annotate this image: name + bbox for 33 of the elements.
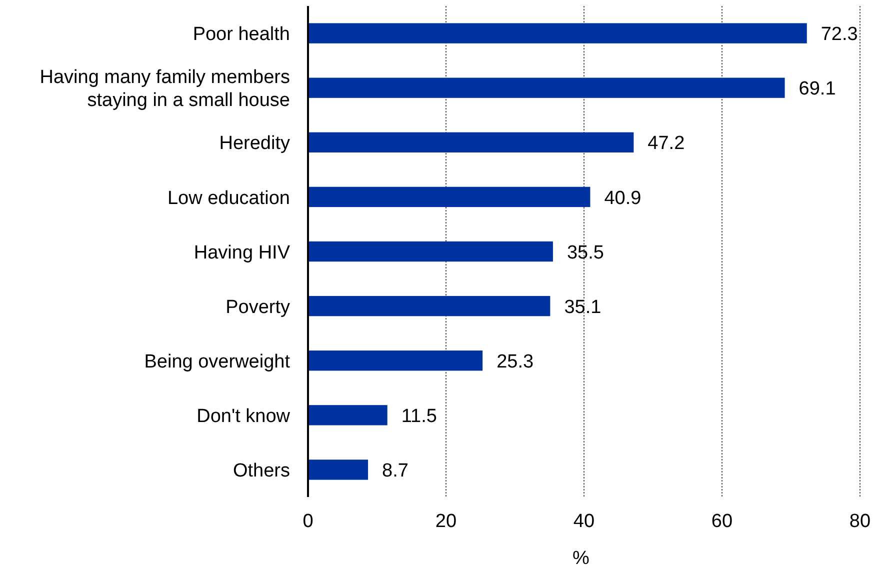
data-label: 11.5 [401, 406, 437, 428]
y-tick-label: Others [232, 460, 290, 482]
data-label: 72.3 [820, 24, 858, 46]
data-label: 35.1 [564, 296, 602, 318]
x-tick-label: 80 [849, 511, 871, 532]
bar [308, 350, 483, 371]
x-tick-label: 0 [302, 511, 314, 532]
data-label: 8.7 [382, 460, 408, 482]
bar [308, 23, 807, 44]
bar [308, 132, 634, 152]
y-tick-label: Having many family members staying in a small house [40, 67, 290, 112]
bar [308, 405, 388, 426]
x-tick-label: 40 [573, 511, 595, 532]
data-label: 25.3 [496, 351, 534, 372]
bar [308, 186, 590, 208]
bar [308, 460, 368, 480]
bar [308, 241, 553, 262]
y-tick-label: Having HIV [194, 242, 290, 264]
data-label: 35.5 [566, 242, 604, 264]
x-axis-title: % [572, 548, 590, 569]
y-tick-label: Heredity [219, 133, 290, 154]
y-tick-label: Poor health [192, 24, 290, 46]
data-label: 40.9 [604, 188, 642, 209]
y-tick-label: Being overweight [144, 351, 291, 372]
x-tick-label: 20 [435, 511, 457, 532]
y-tick-label: Poverty [226, 296, 290, 318]
bar [308, 78, 785, 98]
y-tick-label: Low education [167, 188, 290, 209]
y-tick-label: Don't know [196, 406, 290, 428]
bar [308, 296, 550, 316]
x-tick-label: 60 [711, 511, 733, 532]
data-label: 69.1 [798, 78, 836, 100]
data-label: 47.2 [648, 133, 685, 154]
